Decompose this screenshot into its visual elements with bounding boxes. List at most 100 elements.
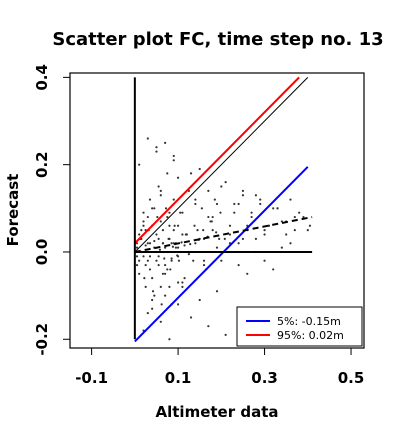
- scatter-point: [181, 233, 184, 236]
- scatter-point: [138, 163, 141, 166]
- scatter-point: [144, 263, 147, 267]
- scatter-point: [148, 242, 152, 245]
- scatter-point: [135, 255, 139, 258]
- scatter-point: [172, 198, 175, 201]
- scatter-point: [298, 211, 301, 214]
- scatter-point: [233, 202, 236, 206]
- y-tick-label: 0.4: [33, 64, 51, 91]
- scatter-point: [176, 176, 180, 179]
- scatter-point: [172, 229, 175, 232]
- scatter-point: [166, 172, 169, 175]
- scatter-point: [164, 294, 167, 297]
- scatter-point: [159, 320, 162, 323]
- scatter-point: [289, 198, 292, 201]
- scatter-point: [224, 333, 227, 337]
- scatter-point: [246, 272, 249, 275]
- scatter-point: [163, 257, 166, 260]
- scatter-point: [285, 233, 288, 236]
- scatter-point: [302, 215, 305, 219]
- scatter-point: [241, 189, 245, 192]
- scatter-point: [155, 233, 158, 236]
- scatter-point: [168, 211, 171, 214]
- scatter-point: [144, 285, 147, 288]
- scatter-point: [215, 290, 219, 293]
- scatter-point: [138, 233, 141, 236]
- scatter-point: [159, 189, 162, 192]
- line-quantile-5: [134, 166, 309, 343]
- scatter-point: [228, 233, 232, 236]
- scatter-point: [181, 281, 184, 284]
- scatter-point: [148, 198, 152, 201]
- scatter-point: [155, 146, 158, 149]
- scatter-point: [183, 244, 186, 247]
- scatter-point: [176, 303, 180, 306]
- chart-title: Scatter plot FC, time step no. 13: [52, 29, 383, 50]
- scatter-point: [170, 259, 173, 262]
- scatter-point: [159, 285, 162, 288]
- scatter-point: [170, 242, 173, 245]
- scatter-point: [168, 224, 171, 227]
- scatter-point: [151, 298, 154, 302]
- scatter-point: [161, 272, 165, 275]
- x-tick-label: 0.1: [165, 369, 192, 387]
- scatter-point: [166, 268, 169, 271]
- scatter-point: [200, 207, 203, 210]
- scatter-point: [177, 259, 181, 262]
- scatter-point: [293, 229, 296, 232]
- scatter-point: [164, 207, 168, 210]
- scatter-point: [157, 237, 160, 240]
- y-tick-label: 0.0: [33, 239, 51, 266]
- scatter-point: [146, 259, 149, 262]
- scatter-point: [172, 159, 175, 162]
- scatter-point: [194, 202, 197, 206]
- x-tick-label: 0.5: [338, 369, 365, 387]
- scatter-point: [211, 229, 214, 232]
- scatter-point: [140, 229, 143, 232]
- scatter-point: [151, 277, 154, 280]
- scatter-point: [168, 338, 171, 341]
- scatter-point: [157, 185, 160, 188]
- scatter-point: [213, 198, 216, 201]
- scatter-point: [215, 231, 218, 234]
- scatter-point: [176, 224, 180, 227]
- scatter-point: [148, 268, 152, 271]
- x-axis-label: Altimeter data: [156, 403, 279, 421]
- legend-label-95pct: 95%: 0.02m: [277, 329, 344, 342]
- scatter-point: [142, 220, 145, 223]
- scatter-point: [224, 181, 227, 184]
- scatter-point: [179, 211, 182, 214]
- scatter-point: [241, 237, 245, 240]
- scatter-point: [187, 253, 190, 256]
- scatter-point: [153, 239, 156, 243]
- scatter-point: [198, 167, 201, 171]
- legend-label-5pct: 5%: -0.15m: [277, 315, 341, 328]
- scatter-point: [181, 285, 184, 288]
- legend-box: [236, 306, 363, 347]
- scatter-point: [184, 233, 187, 236]
- scatter-point: [308, 224, 312, 227]
- scatter-point: [153, 294, 156, 297]
- scatter-point: [223, 237, 226, 240]
- scatter-point: [157, 255, 160, 258]
- scatter-point: [263, 259, 266, 262]
- scatter-point: [272, 207, 275, 210]
- scatter-point: [202, 263, 206, 267]
- scatter-point: [148, 255, 152, 258]
- scatter-point: [159, 194, 162, 197]
- scatter-point: [207, 189, 210, 192]
- scatter-point: [161, 229, 165, 232]
- scatter-point: [189, 243, 192, 246]
- scatter-point: [215, 246, 219, 249]
- scatter-point: [135, 263, 139, 267]
- scatter-point: [142, 211, 145, 214]
- scatter-point: [172, 154, 175, 158]
- scatter-point: [259, 202, 262, 206]
- scatter-point: [237, 202, 240, 206]
- line-identity: [134, 77, 309, 253]
- scatter-point: [166, 215, 169, 219]
- scatter-point: [146, 215, 149, 219]
- scatter-point: [241, 194, 245, 197]
- scatter-point: [146, 311, 149, 315]
- scatter-point: [193, 224, 196, 227]
- scatter-point: [168, 285, 171, 288]
